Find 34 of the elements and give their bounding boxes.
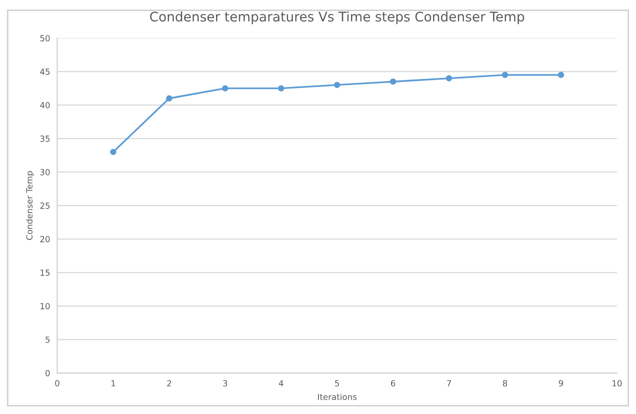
x-tick-label: 7 (447, 380, 451, 386)
x-tick-label: 4 (278, 380, 284, 386)
point (334, 82, 340, 88)
x-tick-label: 10 (612, 380, 622, 386)
y-tick-label: 35 (40, 136, 50, 142)
x-tick-label: 5 (335, 380, 340, 386)
y-tick-label: 10 (40, 303, 50, 310)
y-tick-label: 5 (46, 336, 50, 343)
y-tick-label: 15 (40, 270, 50, 276)
point (110, 148, 116, 156)
x-axis-title: Iterations (318, 394, 357, 400)
y-tick-label: 20 (40, 236, 50, 242)
x-tick-label: 1 (111, 380, 116, 386)
x-tick-label: 3 (223, 380, 228, 386)
y-tick-label: 50 (40, 35, 50, 42)
point (166, 95, 172, 102)
x-tick-label: 8 (502, 380, 508, 386)
x-tick-label: 2 (167, 380, 171, 386)
y-tick-label: 30 (40, 169, 50, 176)
point (502, 72, 508, 78)
point (446, 75, 452, 82)
x-tick-label: 6 (390, 380, 396, 386)
point (390, 78, 396, 85)
chart-title: Condenser temparatures Vs Time steps Condenser Temp (150, 11, 524, 24)
point (222, 85, 228, 92)
x-tick-label: 0 (55, 380, 60, 386)
y-tick-label: 25 (40, 202, 50, 209)
y-axis-title: Condenser Temp (26, 171, 34, 240)
y-tick-label: 40 (40, 102, 50, 108)
y-tick-label: 0 (46, 370, 50, 376)
point (278, 85, 284, 92)
x-tick-label: 9 (558, 380, 564, 386)
point (558, 72, 564, 78)
y-tick-label: 45 (40, 68, 50, 75)
